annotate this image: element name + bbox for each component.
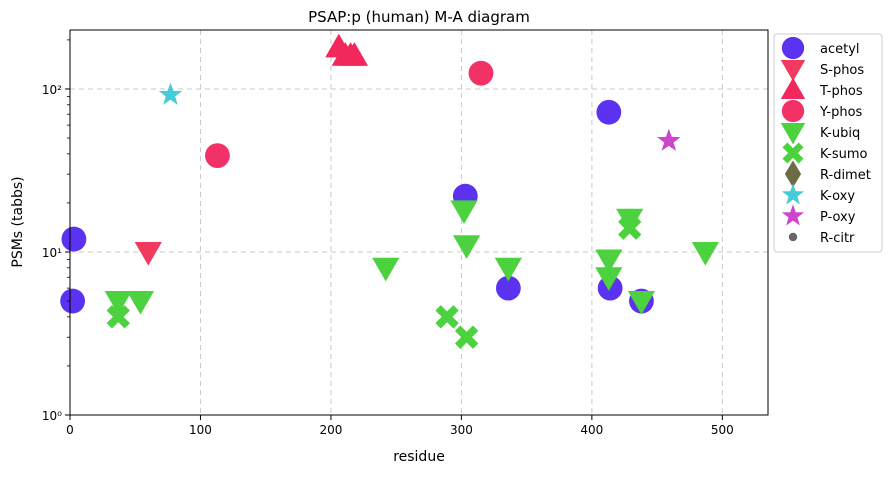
point-acetyl [60, 288, 86, 314]
point-k-ubiq [372, 257, 400, 282]
points-layer [60, 33, 719, 349]
point-y-phos [468, 60, 494, 86]
x-tick-label: 400 [580, 423, 603, 437]
point-k-sumo [106, 305, 130, 329]
point-k-ubiq [627, 291, 656, 315]
point-k-sumo [435, 305, 459, 329]
point-k-sumo [454, 325, 479, 349]
legend-marker-k-sumo-stroke [782, 142, 804, 164]
point-p-oxy [657, 128, 681, 151]
x-tick-label: 200 [319, 423, 342, 437]
legend-label-r-dimet: R-dimet [820, 168, 871, 183]
y-axis-label: PSMs (tabbs) [10, 176, 26, 267]
legend-label-k-oxy: K-oxy [820, 189, 855, 204]
legend-marker-k-oxy [781, 183, 805, 205]
legend-marker-r-dimet [784, 160, 802, 188]
legend-marker-s-phos [780, 60, 806, 82]
point-k-ubiq [595, 267, 623, 291]
point-k-sumo [618, 216, 642, 240]
y-tick-label: 10¹ [42, 246, 62, 260]
point-acetyl [596, 99, 622, 125]
point-t-phos [340, 42, 369, 66]
axes-frame [69, 29, 769, 416]
point-k-ubiq [104, 291, 132, 315]
legend-marker-y-phos [781, 99, 805, 123]
point-k-ubiq [494, 257, 522, 282]
point-k-ubiq [691, 241, 719, 266]
legend-label-r-citr: R-citr [820, 231, 855, 246]
legend-label-s-phos: S-phos [820, 63, 864, 78]
legend-marker-t-phos [780, 77, 806, 99]
legend-label-t-phos: T-phos [819, 84, 863, 99]
y-tick-label: 10⁰ [42, 409, 62, 423]
legend-label-k-ubiq: K-ubiq [820, 126, 860, 141]
legend-label-acetyl: acetyl [820, 42, 860, 57]
legend-label-k-sumo: K-sumo [820, 147, 868, 162]
point-s-phos [134, 241, 162, 266]
legend-marker-p-oxy [781, 204, 805, 226]
x-tick-label: 500 [711, 423, 734, 437]
point-k-oxy [158, 82, 183, 105]
point-k-sumo-stroke [106, 305, 130, 329]
x-tick-label: 0 [66, 423, 74, 437]
grid-layer [70, 30, 768, 415]
point-acetyl [495, 275, 521, 301]
y-tick-label: 10² [42, 83, 62, 97]
point-acetyl [61, 226, 87, 252]
ticks-layer: 0 100 200 300 400 500 10⁰ 10¹ 10² [42, 39, 734, 437]
legend-label-y-phos: Y-phos [819, 105, 863, 120]
chart-title: PSAP:p (human) M-A diagram [308, 8, 530, 26]
legend-box [773, 33, 883, 253]
point-k-ubiq [450, 200, 478, 224]
point-k-sumo-stroke [454, 325, 479, 349]
legend: acetyl S-phos T-phos Y-phos K-ubiq K-sumo R-di… [773, 33, 883, 253]
x-tick-label: 100 [189, 423, 212, 437]
point-k-sumo-stroke [435, 305, 459, 329]
legend-marker-r-citr [788, 232, 798, 242]
legend-marker-k-sumo [782, 142, 804, 164]
legend-label-p-oxy: P-oxy [820, 210, 856, 225]
point-k-ubiq [616, 208, 644, 233]
point-k-ubiq [126, 291, 155, 315]
point-y-phos [205, 143, 230, 169]
x-axis-label: residue [393, 449, 445, 465]
x-tick-label: 300 [450, 423, 473, 437]
point-k-ubiq [453, 235, 481, 259]
legend-marker-k-ubiq [780, 123, 806, 145]
point-k-sumo-stroke [618, 216, 642, 240]
legend-marker-acetyl [781, 36, 805, 60]
point-k-ubiq [595, 249, 623, 274]
